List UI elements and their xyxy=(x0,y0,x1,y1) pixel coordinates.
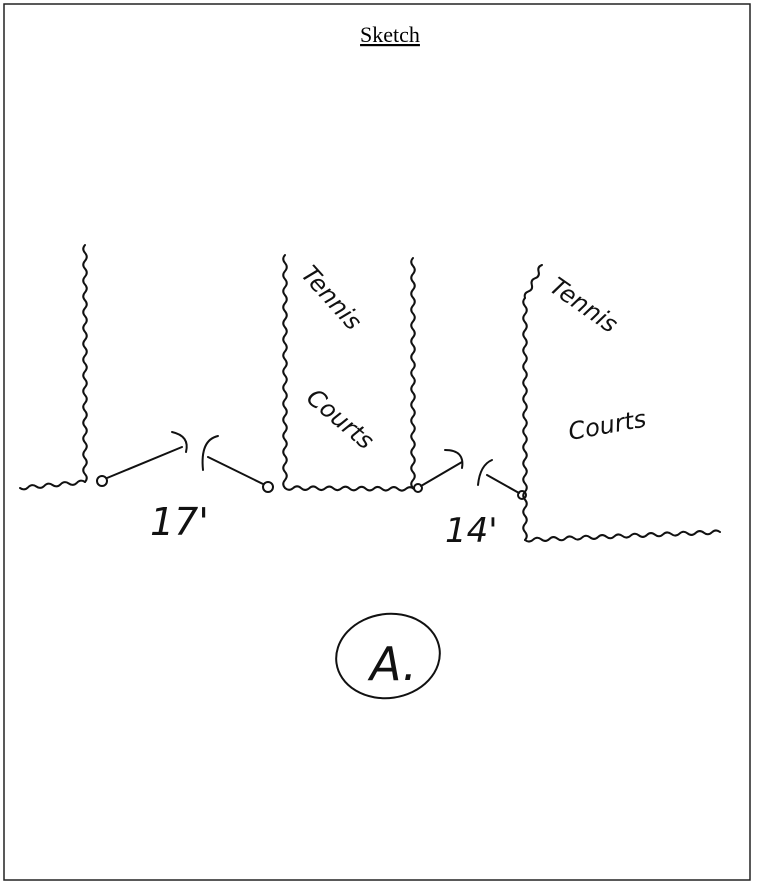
marker-circle xyxy=(335,612,441,700)
post xyxy=(262,481,274,493)
fence xyxy=(82,244,88,483)
gate-line xyxy=(486,474,520,494)
gate-arc xyxy=(171,431,188,453)
fence xyxy=(284,485,415,492)
fence xyxy=(522,297,528,541)
gate-arc xyxy=(444,449,464,469)
fence xyxy=(524,529,721,543)
fence xyxy=(410,257,416,489)
fence xyxy=(282,254,288,489)
gate-line xyxy=(106,446,183,479)
dimension: 14' xyxy=(445,511,498,551)
title: Sketch xyxy=(360,22,420,47)
fence xyxy=(523,264,543,299)
gate-arc xyxy=(477,459,493,486)
post xyxy=(517,490,527,500)
dimension: 17' xyxy=(150,500,209,544)
post xyxy=(413,483,423,493)
gate-line xyxy=(420,461,463,487)
gate-line xyxy=(207,456,264,485)
marker: A. xyxy=(367,637,417,691)
post xyxy=(96,475,108,487)
gate-arc xyxy=(201,435,219,471)
page-border xyxy=(3,3,751,881)
fences xyxy=(19,244,721,543)
gates xyxy=(96,431,527,500)
fence xyxy=(19,479,86,491)
